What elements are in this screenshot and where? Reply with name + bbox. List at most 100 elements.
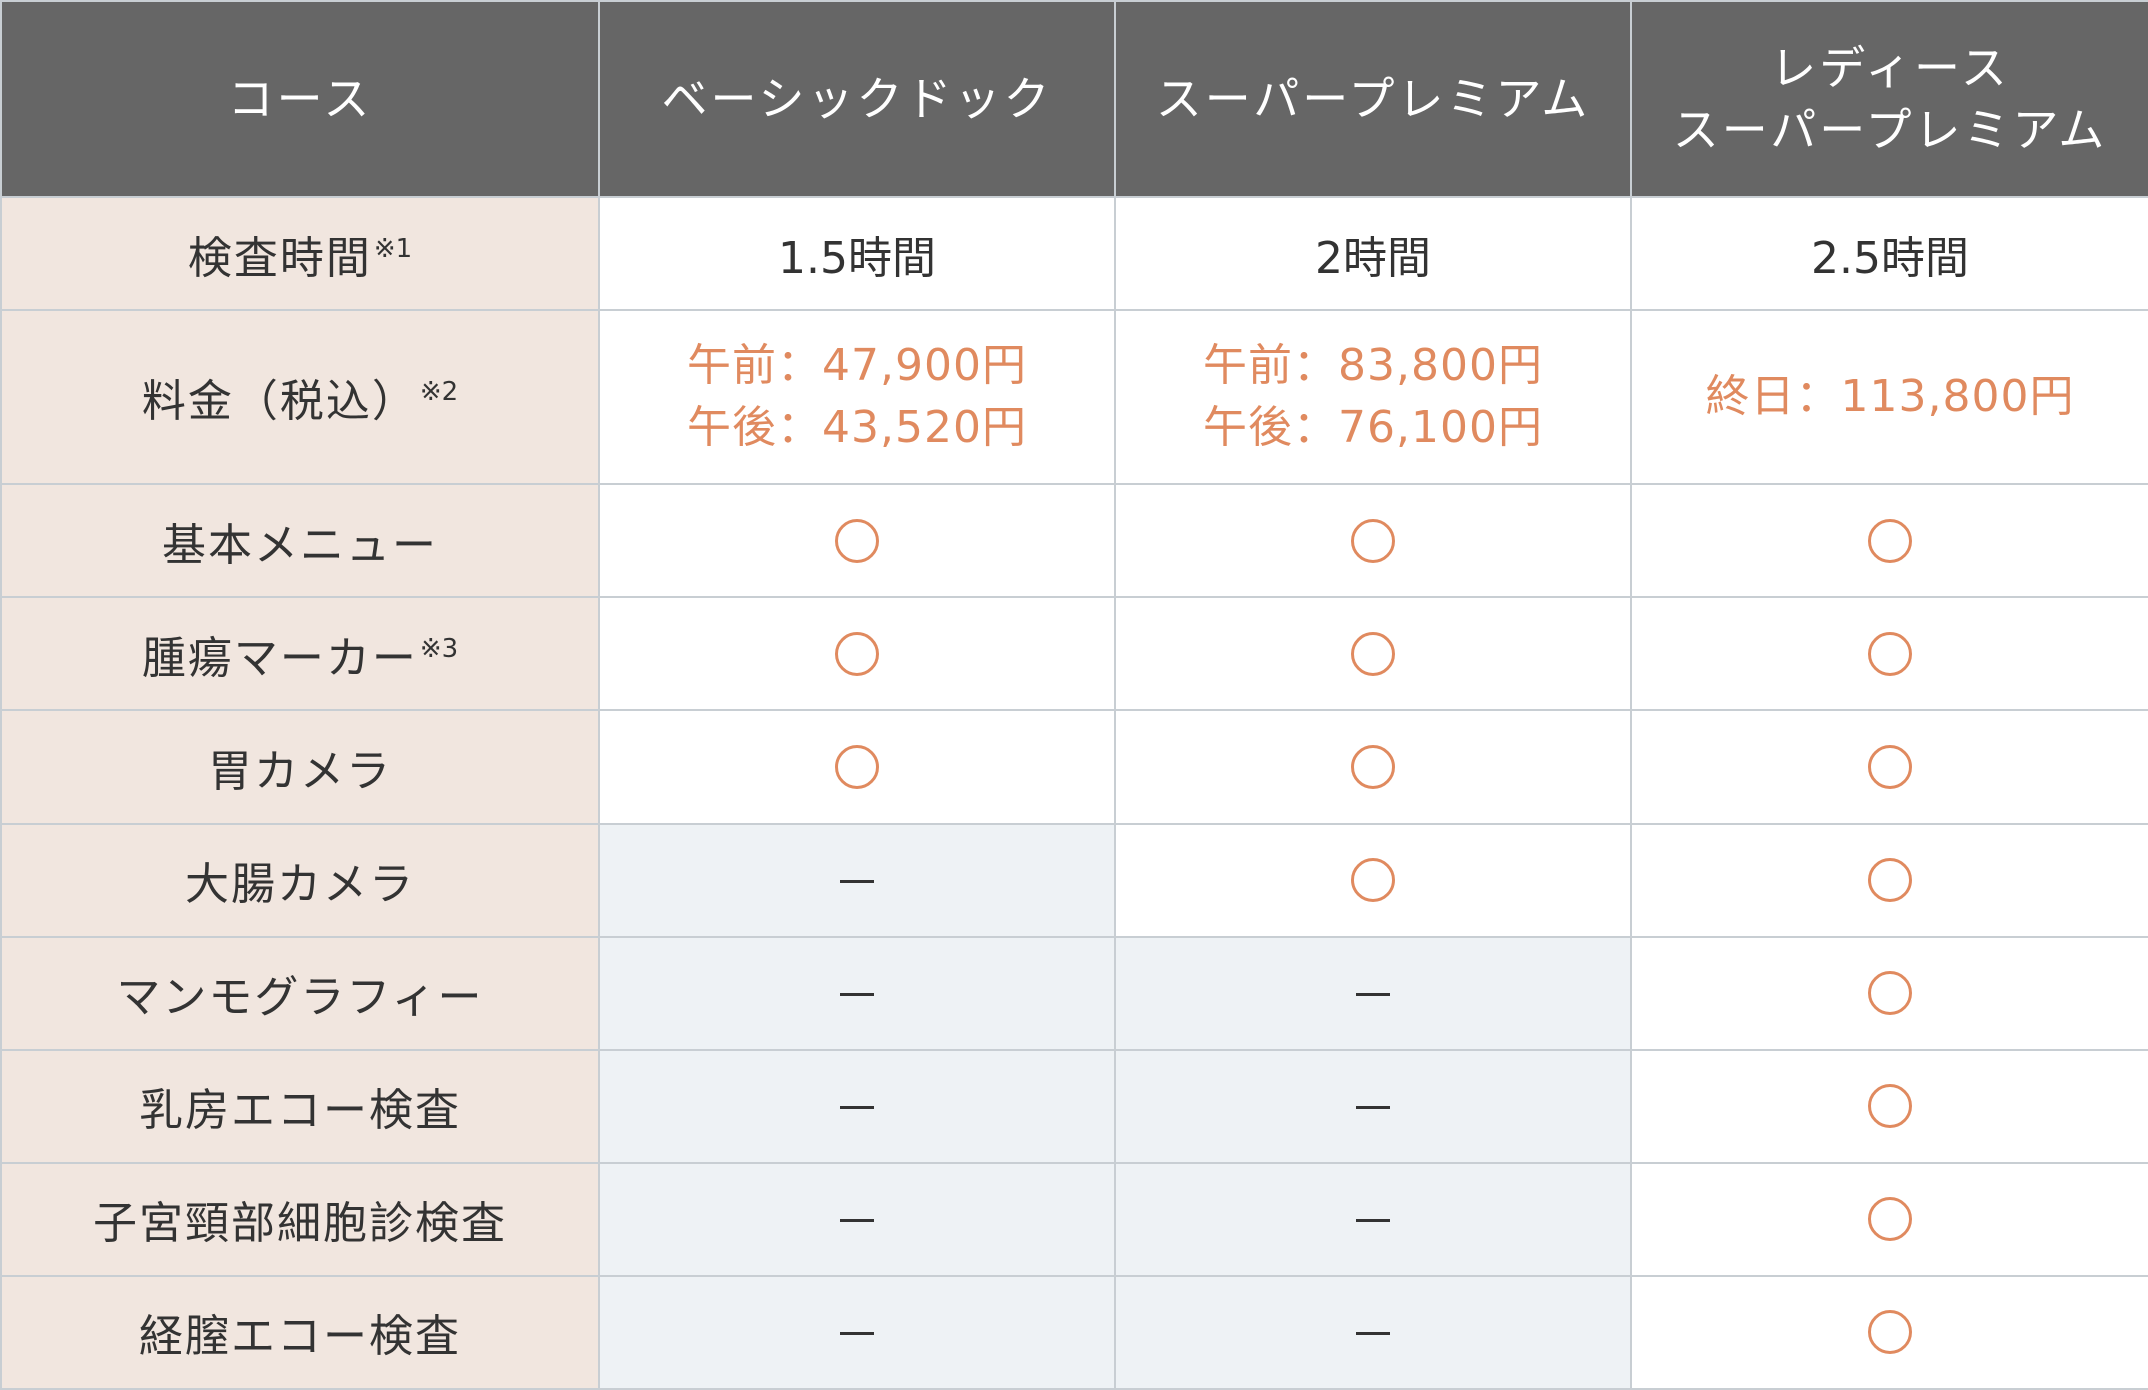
circle-icon bbox=[1868, 744, 1912, 789]
cell-super bbox=[1114, 1274, 1632, 1390]
circle-icon bbox=[1868, 1084, 1912, 1129]
exam-row: 胃カメラ bbox=[0, 709, 2148, 825]
cell-ladies bbox=[1630, 822, 2148, 938]
cell-basic bbox=[598, 1161, 1116, 1277]
cell-basic bbox=[598, 935, 1116, 1051]
footnote-mark: ※1 bbox=[373, 233, 413, 264]
dash-icon bbox=[1356, 1105, 1390, 1109]
circle-icon bbox=[1351, 518, 1395, 563]
cell-ladies bbox=[1630, 1161, 2148, 1277]
row-label-text: 料金（税込） bbox=[141, 376, 418, 428]
price-basic-pm: 午後：43,520円 bbox=[687, 402, 1027, 454]
exam-row: 大腸カメラ bbox=[0, 822, 2148, 938]
dash-icon bbox=[1356, 1331, 1390, 1335]
dash-icon bbox=[840, 1218, 874, 1222]
cell-ladies bbox=[1630, 483, 2148, 599]
row-label: 腫瘍マーカー※3 bbox=[0, 596, 600, 712]
cell-super bbox=[1114, 1161, 1632, 1277]
row-label-text: 胃カメラ bbox=[208, 745, 392, 797]
dash-icon bbox=[840, 1105, 874, 1109]
cell-basic bbox=[598, 822, 1116, 938]
cell-super bbox=[1114, 483, 1632, 599]
circle-icon bbox=[835, 744, 879, 789]
price-ladies-all-day: 終日：113,800円 bbox=[1705, 371, 2075, 423]
row-label: 経膣エコー検査 bbox=[0, 1274, 600, 1390]
cell-super bbox=[1114, 709, 1632, 825]
circle-icon bbox=[1868, 858, 1912, 903]
circle-icon bbox=[1351, 858, 1395, 903]
header-ladies-super-premium: レディース スーパープレミアム bbox=[1630, 0, 2148, 198]
circle-icon bbox=[1351, 744, 1395, 789]
cell-ladies bbox=[1630, 935, 2148, 1051]
row-label-text: 基本メニュー bbox=[162, 519, 438, 571]
header-basic-dock: ベーシックドック bbox=[598, 0, 1116, 198]
row-label: 子宮頸部細胞診検査 bbox=[0, 1161, 600, 1277]
cell-basic bbox=[598, 483, 1116, 599]
header-super-premium: スーパープレミアム bbox=[1114, 0, 1632, 198]
price-basic-am: 午前：47,900円 bbox=[687, 340, 1027, 392]
circle-icon bbox=[1351, 631, 1395, 676]
header-row: コース ベーシックドック スーパープレミアム レディース スーパープレミアム bbox=[0, 0, 2148, 198]
exam-row: 基本メニュー bbox=[0, 483, 2148, 599]
dash-icon bbox=[1356, 992, 1390, 996]
row-label-text: 子宮頸部細胞診検査 bbox=[93, 1198, 507, 1250]
row-label-text: マンモグラフィー bbox=[116, 972, 484, 1024]
circle-icon bbox=[835, 518, 879, 563]
circle-icon bbox=[1868, 1197, 1912, 1242]
row-label-text: 大腸カメラ bbox=[185, 859, 415, 911]
exam-row: 腫瘍マーカー※3 bbox=[0, 596, 2148, 712]
circle-icon bbox=[1868, 518, 1912, 563]
row-label: 胃カメラ bbox=[0, 709, 600, 825]
price-ladies: 終日：113,800円 bbox=[1630, 309, 2148, 486]
cell-basic bbox=[598, 1274, 1116, 1390]
cell-super bbox=[1114, 822, 1632, 938]
row-label-text: 乳房エコー検査 bbox=[139, 1085, 461, 1137]
circle-icon bbox=[1868, 631, 1912, 676]
dash-icon bbox=[840, 879, 874, 883]
cell-ladies bbox=[1630, 1274, 2148, 1390]
footnote-mark: ※3 bbox=[419, 633, 459, 664]
header-ladies-line2: スーパープレミアム bbox=[1672, 103, 2108, 157]
header-ladies-line1: レディース bbox=[1770, 41, 2010, 95]
circle-icon bbox=[1868, 971, 1912, 1016]
row-label-time: 検査時間※1 bbox=[0, 195, 600, 312]
price-super: 午前：83,800円 午後：76,100円 bbox=[1114, 309, 1632, 486]
exam-row: 経膣エコー検査 bbox=[0, 1274, 2148, 1390]
row-label-text: 検査時間 bbox=[187, 232, 372, 284]
price-super-am: 午前：83,800円 bbox=[1203, 340, 1543, 392]
cell-basic bbox=[598, 596, 1116, 712]
circle-icon bbox=[1868, 1310, 1912, 1355]
dash-icon bbox=[1356, 1218, 1390, 1222]
row-label: 基本メニュー bbox=[0, 483, 600, 599]
dash-icon bbox=[840, 1331, 874, 1335]
time-row: 検査時間※1 1.5時間 2時間 2.5時間 bbox=[0, 195, 2148, 312]
row-label-price: 料金（税込）※2 bbox=[0, 309, 600, 486]
cell-ladies bbox=[1630, 709, 2148, 825]
cell-super bbox=[1114, 935, 1632, 1051]
footnote-mark: ※2 bbox=[419, 377, 459, 408]
cell-basic bbox=[598, 709, 1116, 825]
row-label-text: 腫瘍マーカー bbox=[141, 632, 418, 684]
exam-row: 乳房エコー検査 bbox=[0, 1048, 2148, 1164]
row-label: マンモグラフィー bbox=[0, 935, 600, 1051]
price-basic: 午前：47,900円 午後：43,520円 bbox=[598, 309, 1116, 486]
exam-row: マンモグラフィー bbox=[0, 935, 2148, 1051]
cell-ladies bbox=[1630, 1048, 2148, 1164]
time-ladies: 2.5時間 bbox=[1630, 195, 2148, 312]
price-row: 料金（税込）※2 午前：47,900円 午後：43,520円 午前：83,800… bbox=[0, 309, 2148, 486]
cell-basic bbox=[598, 1048, 1116, 1164]
circle-icon bbox=[835, 631, 879, 676]
cell-super bbox=[1114, 1048, 1632, 1164]
dash-icon bbox=[840, 992, 874, 996]
price-super-pm: 午後：76,100円 bbox=[1203, 402, 1543, 454]
exam-row: 子宮頸部細胞診検査 bbox=[0, 1161, 2148, 1277]
time-super: 2時間 bbox=[1114, 195, 1632, 312]
row-label: 乳房エコー検査 bbox=[0, 1048, 600, 1164]
header-course: コース bbox=[0, 0, 600, 198]
cell-super bbox=[1114, 596, 1632, 712]
time-basic: 1.5時間 bbox=[598, 195, 1116, 312]
row-label-text: 経膣エコー検査 bbox=[139, 1311, 461, 1363]
cell-ladies bbox=[1630, 596, 2148, 712]
row-label: 大腸カメラ bbox=[0, 822, 600, 938]
